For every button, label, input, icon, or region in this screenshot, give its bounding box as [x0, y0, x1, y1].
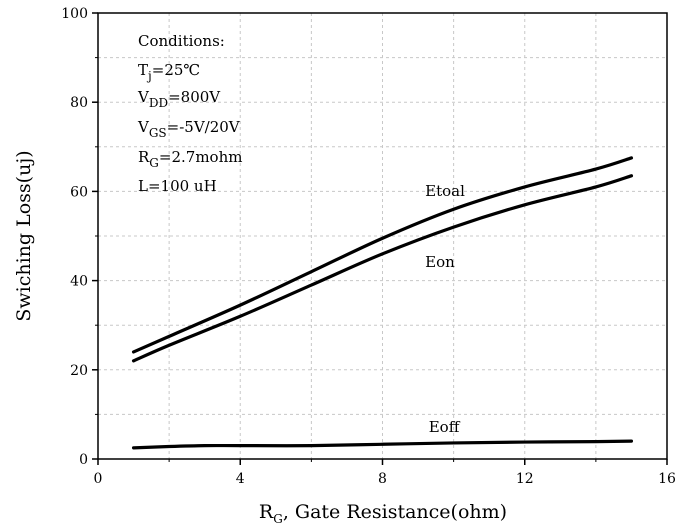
y-tick-label: 20: [70, 363, 88, 379]
y-tick-label: 60: [70, 184, 88, 200]
axis-ticks: 0 4 8 12 16 0 20 40 60 80 100: [61, 6, 676, 487]
series-lines: Etoal Eon Eoff: [131, 156, 634, 450]
condition-vdd: VDD=800V: [137, 88, 221, 110]
series-label-etoal: Etoal: [425, 182, 465, 200]
series-label-eon: Eon: [425, 253, 455, 271]
x-tick-label: 8: [378, 471, 387, 487]
condition-tj: Tj=25℃: [138, 61, 200, 83]
condition-l: L=100 uH: [138, 177, 217, 195]
condition-rg: RG=2.7mohm: [138, 148, 242, 170]
conditions-title: Conditions:: [138, 32, 225, 50]
y-axis-title: Swiching Loss(uj): [13, 150, 35, 321]
y-tick-label: 40: [70, 274, 88, 290]
x-tick-label: 16: [658, 471, 676, 487]
condition-vgs: VGS=-5V/20V: [137, 118, 241, 140]
conditions-box: Conditions: Tj=25℃ VDD=800V VGS=-5V/20V …: [137, 32, 242, 195]
x-tick-label: 0: [94, 471, 103, 487]
y-tick-label: 100: [61, 6, 88, 22]
x-tick-label: 4: [236, 471, 245, 487]
series-line-eoff: [131, 439, 634, 450]
series-label-eoff: Eoff: [429, 418, 461, 436]
y-tick-label: 80: [70, 95, 88, 111]
series-line-eon: [131, 174, 634, 363]
grid: [98, 13, 667, 459]
y-tick-label: 0: [79, 452, 88, 468]
x-tick-label: 12: [516, 471, 534, 487]
series-line-etoal: [131, 156, 634, 354]
x-axis-title: RG, Gate Resistance(ohm): [259, 501, 507, 526]
